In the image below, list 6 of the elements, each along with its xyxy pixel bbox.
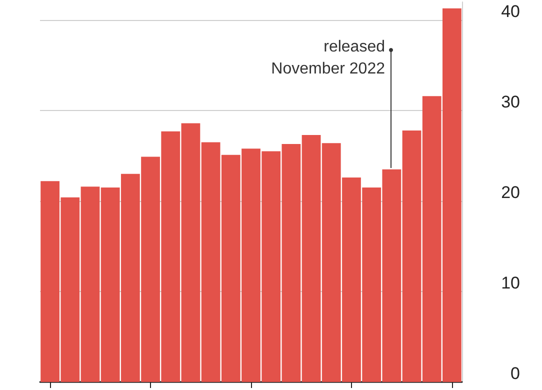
y-tick-label: 20 — [501, 183, 520, 202]
y-tick-label: 0 — [510, 364, 520, 383]
y-tick-label: 40 — [501, 2, 520, 22]
annotation: released November 2022 — [271, 38, 386, 78]
y-tick-label: 30 — [501, 92, 520, 112]
y-tick-label: 10 — [501, 274, 520, 293]
